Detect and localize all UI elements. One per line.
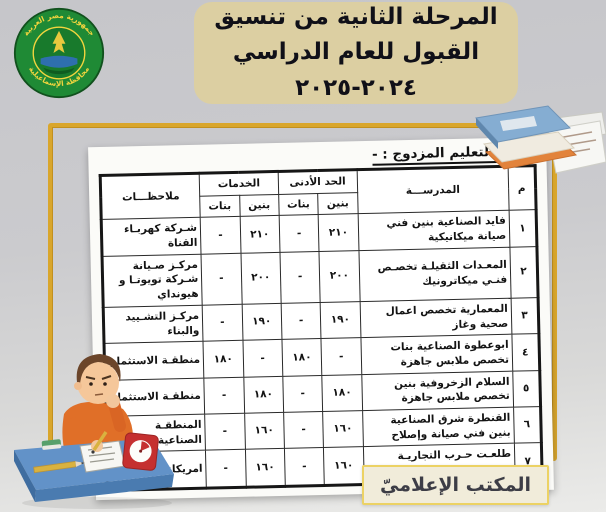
col-services-group: الخدمات <box>199 171 279 196</box>
page-title-line1: المرحلة الثانية من تنسيق <box>214 3 498 30</box>
col-srv-boys: بنين <box>239 194 279 217</box>
desk-edge-icon <box>35 474 174 502</box>
cell-srv-boys: ١٦٠ <box>245 448 286 487</box>
cell-min-girls: - <box>280 302 322 340</box>
cell-notes: شـركة كهربـاء القناة <box>101 217 202 257</box>
cell-school: المعـدات الثقيلـة تخصـص فنـي ميكاترونيك <box>358 246 512 302</box>
blue-book-spine-icon <box>476 118 498 149</box>
cell-min-boys: ٢٠٠ <box>319 250 360 303</box>
title-banner: المرحلة الثانية من تنسيق القبول للعام ال… <box>194 2 518 104</box>
cell-serial: ٢ <box>509 246 539 298</box>
cell-min-boys: ١٩٠ <box>320 301 361 339</box>
cell-srv-boys: - <box>242 339 283 377</box>
cell-school: المعمارية تخصص اعمال صحية وغاز <box>359 297 512 338</box>
cell-min-boys: - <box>321 337 362 376</box>
book-pages-icon <box>482 131 576 163</box>
col-min-girls: بنات <box>278 193 319 216</box>
timer-clock-icon <box>122 432 159 471</box>
boy-hair-icon <box>76 354 121 384</box>
col-minimum-group: الحد الأدنى <box>277 169 358 195</box>
books-illustration <box>475 105 606 174</box>
cell-srv-girls: - <box>201 253 242 306</box>
cell-school: السلام الزخروفية بنين تخصص ملابس جاهزة <box>361 370 514 411</box>
cell-min-boys: ٢١٠ <box>318 214 359 252</box>
boy-hand-icon <box>106 394 120 408</box>
shadow <box>22 497 172 509</box>
canal-water-icon <box>40 55 78 68</box>
cell-srv-boys: ٢٠٠ <box>240 252 281 305</box>
pencil-in-hand-icon <box>92 431 108 451</box>
media-office-label: المكتب الإعلاميّ <box>380 474 531 496</box>
page-title-line2: القبول للعام الدراسي ٢٠٢٤-٢٠٢٥ <box>232 39 480 101</box>
desk-side-icon <box>14 450 36 502</box>
cell-srv-girls: - <box>202 304 243 342</box>
cell-srv-girls: - <box>203 376 245 415</box>
cell-srv-girls: - <box>205 449 246 488</box>
cell-serial: ٦ <box>513 406 542 444</box>
logo-ground-icon <box>43 67 75 75</box>
eraser-icon <box>41 439 62 450</box>
cell-min-girls: - <box>279 251 321 304</box>
col-min-boys: بنين <box>317 192 358 215</box>
pencil-icon <box>33 460 85 474</box>
cell-min-boys: ١٦٠ <box>323 446 364 486</box>
cell-school: فايد الصناعية بنين فني صيانة ميكانيكية <box>357 210 510 251</box>
cell-serial: ١ <box>509 209 537 247</box>
eagle-emblem-icon <box>52 30 66 53</box>
cell-srv-boys: ١٨٠ <box>243 375 284 414</box>
cell-notes: مركـز التشـييد والبناء <box>103 305 204 344</box>
media-office-badge: المكتب الإعلاميّ <box>362 465 549 505</box>
boy-face-icon <box>77 362 119 404</box>
cell-min-girls: ١٨٠ <box>281 338 323 376</box>
cell-serial: ٥ <box>512 370 541 408</box>
cell-serial: ٣ <box>511 297 539 335</box>
cell-school: القنطرة شرق الصناعية بنين فني صيانة وإصل… <box>362 407 515 447</box>
boy-arm-icon <box>67 417 102 453</box>
cell-serial: ٤ <box>511 333 540 371</box>
studying-boy-illustration <box>14 354 174 509</box>
cell-school: ابوعطوة الصناعية بنات تخصص ملابس جاهزة <box>360 334 513 375</box>
cell-srv-girls: ١٨٠ <box>203 340 244 378</box>
cell-min-girls: - <box>278 214 320 253</box>
cell-min-girls: - <box>282 375 323 413</box>
book-label-icon <box>500 116 537 131</box>
cell-srv-girls: - <box>200 216 241 254</box>
cell-min-boys: ١٨٠ <box>322 374 363 412</box>
cell-min-girls: - <box>283 411 324 449</box>
governorate-logo: جمهورية مصر العربية محافظة الإسماعيلية <box>13 7 105 99</box>
cell-notes: مركـز صـيانة شـركة تويوتـا و هيونداي <box>102 253 203 308</box>
cell-min-boys: ١٦٠ <box>322 410 363 448</box>
cell-srv-boys: ١٦٠ <box>244 412 285 450</box>
boy-ear-icon <box>74 382 82 390</box>
cell-srv-boys: ١٩٠ <box>241 303 282 341</box>
cell-srv-boys: ٢١٠ <box>239 215 280 254</box>
col-notes: ملاحظـــات <box>100 173 201 220</box>
cell-min-girls: - <box>284 447 325 487</box>
cell-srv-girls: - <box>204 413 246 451</box>
col-srv-girls: بنات <box>199 195 240 218</box>
